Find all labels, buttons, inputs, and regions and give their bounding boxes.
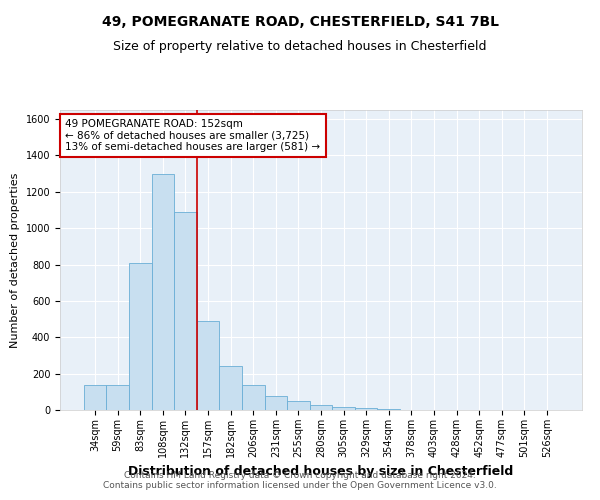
Text: 49 POMEGRANATE ROAD: 152sqm
← 86% of detached houses are smaller (3,725)
13% of : 49 POMEGRANATE ROAD: 152sqm ← 86% of det… bbox=[65, 119, 320, 152]
Bar bbox=[220, 366, 242, 410]
Text: 49, POMEGRANATE ROAD, CHESTERFIELD, S41 7BL: 49, POMEGRANATE ROAD, CHESTERFIELD, S41 … bbox=[101, 15, 499, 29]
Text: Contains HM Land Registry data © Crown copyright and database right 2024.
Contai: Contains HM Land Registry data © Crown c… bbox=[103, 470, 497, 490]
Bar bbox=[310, 406, 332, 410]
Bar bbox=[332, 408, 355, 410]
Bar bbox=[84, 384, 106, 410]
Bar bbox=[152, 174, 174, 410]
Bar bbox=[265, 396, 287, 410]
Bar bbox=[287, 401, 310, 410]
Bar bbox=[355, 408, 377, 410]
Y-axis label: Number of detached properties: Number of detached properties bbox=[10, 172, 20, 348]
Text: Size of property relative to detached houses in Chesterfield: Size of property relative to detached ho… bbox=[113, 40, 487, 53]
Bar bbox=[174, 212, 197, 410]
Bar bbox=[242, 386, 265, 410]
Bar bbox=[129, 262, 152, 410]
Bar bbox=[197, 321, 220, 410]
X-axis label: Distribution of detached houses by size in Chesterfield: Distribution of detached houses by size … bbox=[128, 466, 514, 478]
Bar bbox=[106, 384, 129, 410]
Bar bbox=[377, 408, 400, 410]
